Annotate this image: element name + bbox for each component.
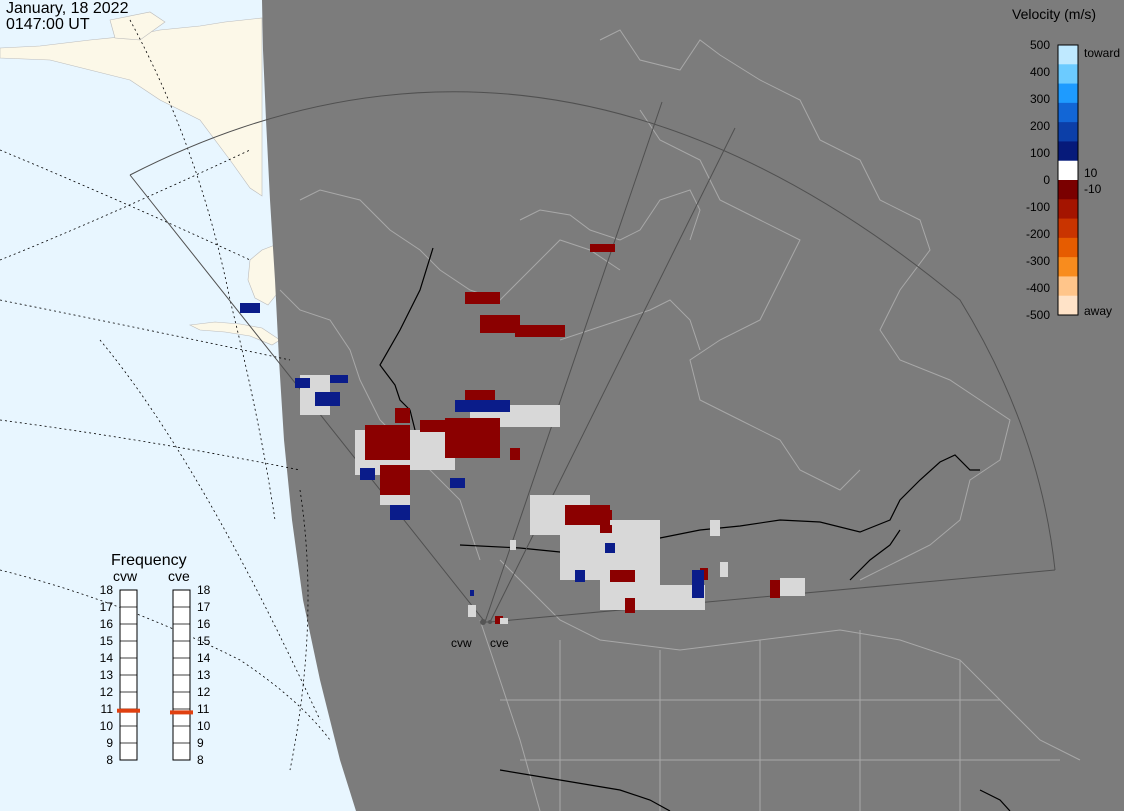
frequency-scale-left: 12 [100,685,114,699]
velocity-mid-neg-label: -10 [1084,182,1102,196]
lat-lon-grid [0,19,331,771]
velocity-color-segment [1058,180,1078,200]
frequency-scale-left: 8 [106,753,113,767]
frequency-scale-right: 14 [197,651,211,665]
velocity-color-bar [1057,44,1079,316]
site-label-cvw: cvw [451,636,472,650]
velocity-tick-label: -500 [1026,308,1050,322]
velocity-color-segment [1058,102,1078,123]
velocity-tick-label: 500 [1030,38,1050,52]
site-marker-cvw [480,619,486,625]
frequency-marker-cve [170,710,193,715]
day-land-ne [109,11,166,41]
velocity-tick-label: 100 [1030,146,1050,160]
velocity-color-bar-frame [1057,44,1079,316]
velocity-tick-label: -300 [1026,254,1050,268]
velocity-legend-title: Velocity (m/s) [1012,6,1097,22]
velocity-color-segment [1058,295,1078,316]
frequency-scale-left: 18 [100,583,114,597]
velocity-tick-label: 0 [1043,173,1050,187]
velocity-color-segment [1058,257,1078,277]
velocity-color-segment [1058,83,1078,104]
velocity-color-segment [1058,199,1078,220]
frequency-radar-cvw: cvw [113,568,138,584]
site-marker-cve [488,620,492,624]
velocity-toward-label: toward [1084,46,1120,60]
velocity-color-segment [1058,237,1078,258]
frequency-marker-cvw [117,708,140,713]
velocity-tick-label: 300 [1030,92,1050,106]
coastlines [279,29,1081,811]
velocity-color-segment [1058,218,1078,239]
frequency-scale-right: 16 [197,617,211,631]
frequency-scale-left: 17 [100,600,114,614]
frequency-radar-cve: cve [168,568,190,584]
frequency-scale-right: 17 [197,600,211,614]
radar-sites: cvw cve [451,619,509,650]
site-label-cve: cve [490,636,509,650]
frequency-scale-left: 10 [100,719,114,733]
frequency-scale-right: 9 [197,736,204,750]
frequency-scale-left: 16 [100,617,114,631]
radar-echoes [240,244,805,624]
velocity-away-label: away [1084,304,1112,318]
velocity-tick-labels: 500 400 300 200 100 0 -100 -200 -300 -400 -500 [1026,38,1050,322]
frequency-scale-left: 9 [106,736,113,750]
frequency-scale-left: 13 [100,668,114,682]
timestamp: January, 18 2022 0147:00 UT [6,1,128,33]
frequency-scale-right: 18 [197,583,211,597]
velocity-tick-label: -100 [1026,200,1050,214]
velocity-color-segment [1058,141,1078,162]
velocity-color-segment [1058,160,1078,181]
frequency-scale-right: 8 [197,753,204,767]
frequency-scale-right: 11 [197,702,210,716]
velocity-tick-label: -200 [1026,227,1050,241]
velocity-tick-label: 400 [1030,65,1050,79]
velocity-color-segment [1058,276,1078,297]
time-label: 0147:00 UT [6,16,90,33]
velocity-color-segment [1058,64,1078,85]
day-land-peninsula [188,321,281,346]
velocity-mid-pos-label: 10 [1084,166,1098,180]
velocity-tick-label: 200 [1030,119,1050,133]
frequency-scale-left: 11 [101,702,114,716]
frequency-scale-right: 15 [197,634,211,648]
frequency-bars: 18 18 17 17 16 16 15 15 14 14 13 13 12 12 11 11 10 10 9 9 8 8 [100,583,211,767]
frequency-title: Frequency [111,552,187,569]
frequency-scale-right: 10 [197,719,211,733]
date-label: January, 18 2022 [6,0,129,17]
velocity-color-segment [1058,122,1078,142]
frequency-scale-left: 14 [100,651,114,665]
velocity-color-segment [1058,45,1078,65]
frequency-scale-right: 12 [197,685,211,699]
frequency-scale-right: 13 [197,668,211,682]
night-shading [262,0,1124,811]
velocity-tick-label: -400 [1026,281,1050,295]
frequency-scale-left: 15 [100,634,114,648]
